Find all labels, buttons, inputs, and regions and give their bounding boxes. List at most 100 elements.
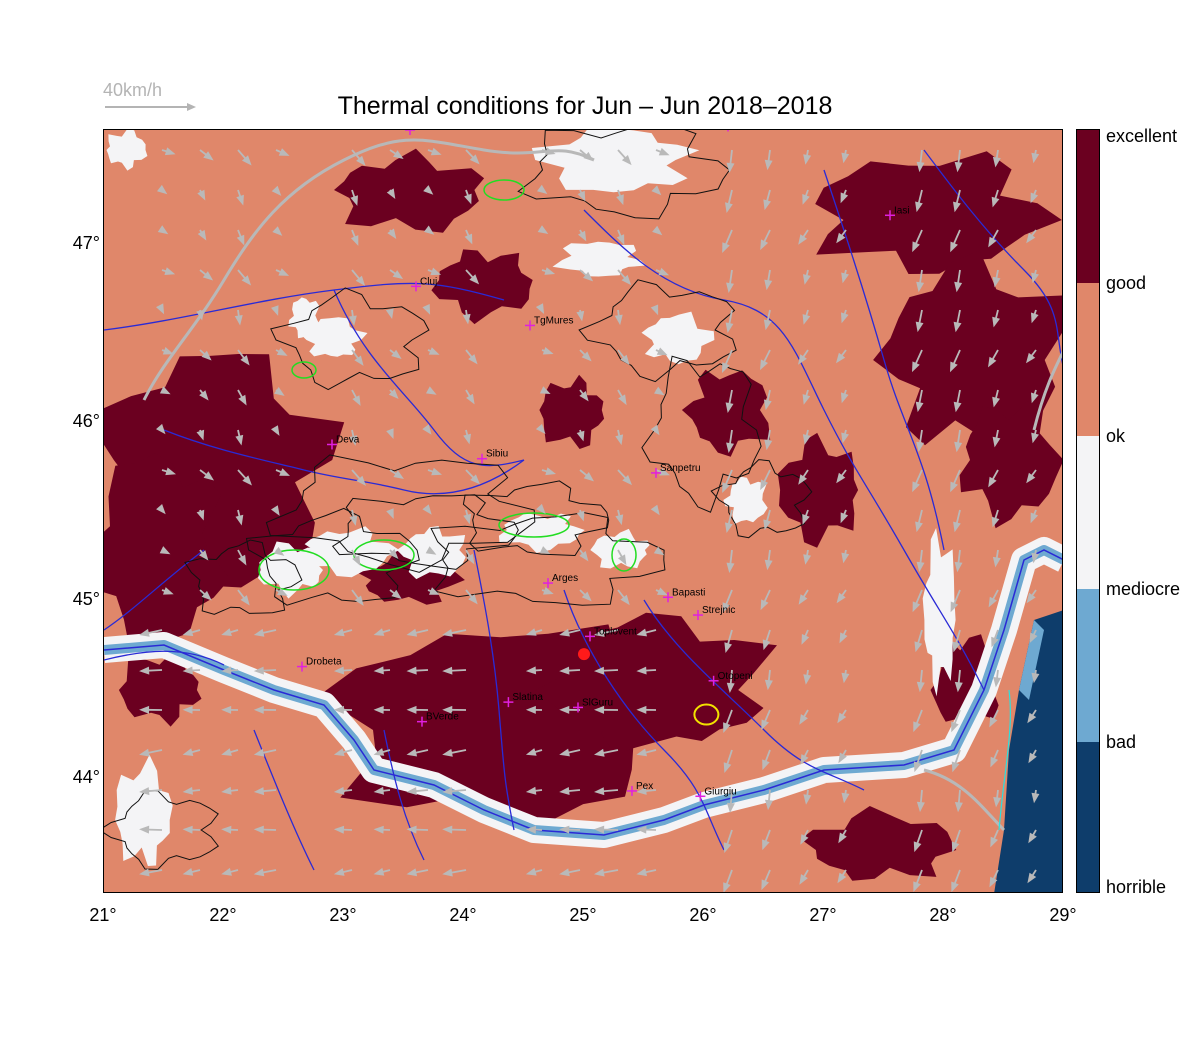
city-label: Pex [636,781,653,792]
wind-arrow-head [406,787,417,795]
wind-arrow-head [525,748,537,756]
y-tick-label: 47° [72,233,100,254]
wind-arrow-head [988,236,997,248]
wind-arrow-head [406,868,418,877]
wind-arrow-head [139,868,150,877]
wind-arrow-head [139,666,150,675]
wind-arrow-head [722,362,730,373]
x-tick-label: 26° [689,905,717,925]
wind-arrow-head [274,387,285,396]
wind-arrow-head [618,554,627,566]
wind-arrow-head [803,154,812,165]
city-label: Bapasti [672,587,705,598]
wind-arrow-head [201,590,212,601]
y-tick-label: 44° [72,766,100,787]
high-terrain-contour [483,179,525,201]
wind-arrow-head [913,881,921,892]
wind-arrow-head [1030,192,1039,204]
wind-arrow-head [236,194,244,206]
wind-arrow-head [912,481,920,493]
wind-arrow-head [954,281,963,293]
contour-line [270,287,430,391]
wind-arrow-head [841,432,849,444]
wind-arrow-head [278,148,290,156]
x-tick-label: 25° [569,905,597,925]
wind-arrow-head [1028,752,1037,764]
wind-arrow-head [990,836,998,848]
wind-arrow-head [1031,792,1040,804]
wind-arrow-head [620,594,630,606]
wind-arrow-head [1026,232,1036,244]
wind-arrow-head [950,241,958,253]
river [823,169,945,551]
wind-arrow-head [760,239,769,251]
wind-arrow-head [764,559,773,571]
wind-arrow-head [539,386,551,394]
excellent-zone-center [539,374,605,449]
city-label: Cluj [420,276,437,287]
wind-arrow-head [429,587,440,595]
wind-arrow-head [159,386,171,395]
wind-arrow-head [559,666,570,675]
wind-arrow-head [725,402,734,413]
ok-zone-north-2 [552,241,647,277]
wind-arrow-head [271,305,279,316]
wind-arrow-head [535,303,545,314]
black-sea-bad-zone [994,610,1062,892]
contour-line [430,512,666,606]
city-marker: Sanpetru [651,463,701,478]
wind-arrow-head [722,482,730,493]
wind-arrow-head [616,194,624,206]
wind-arrow-head [953,401,962,413]
wind-arrow-head [798,594,808,605]
wind-arrow-head [594,868,605,877]
wind-arrow-head [658,267,670,276]
wind-arrow-head [354,355,364,366]
wind-arrow-head [915,521,923,533]
wind-arrow-head [576,430,585,442]
wind-arrow-head [798,234,807,245]
wind-arrow-head [803,554,812,565]
thermal-map[interactable]: SatuMBaiaMSuceavaIasiClujTgMuresDevaSibi… [103,129,1063,893]
wind-arrow-head [462,313,471,325]
wind-arrow-head [425,546,437,555]
wind-arrow-head [836,592,846,604]
wind-arrow-head [406,705,417,714]
excellent-zone-north-east [815,151,1062,274]
wind-arrow-head [253,787,265,796]
legend-segment-good [1077,283,1099,436]
wind-arrow-head [525,867,537,876]
wind-arrow-head [253,748,265,757]
wind-arrow-head [841,672,850,684]
wind-arrow-head [725,202,733,213]
river [104,650,225,666]
wind-arrow-head [952,641,961,653]
wind-arrow-head [594,825,605,834]
wind-arrow-head [162,347,174,355]
wind-arrow-head [333,786,345,795]
wind-arrow-head [1026,472,1036,484]
wind-arrow-head [197,189,206,201]
wind-arrow-head [1026,352,1036,364]
wind-arrow-head [156,504,166,515]
ok-zone-nw-corner [106,130,148,171]
city-marker: Otopeni [708,671,753,686]
wind-arrow-head [726,282,734,293]
wind-arrow-head [468,594,478,605]
wind-arrow-head [837,872,847,884]
river [923,149,1062,364]
map-canvas: SatuMBaiaMSuceavaIasiClujTgMuresDevaSibi… [104,130,1062,892]
wind-arrow-head [841,392,849,404]
wind-arrow-head [913,721,921,733]
wind-arrow-head [764,679,773,691]
wind-arrow-head [581,351,592,362]
wind-arrow-head [273,546,285,556]
city-marker: Arges [543,573,578,589]
wind-arrow-head [594,666,605,675]
wind-arrow-head [803,794,812,805]
wind-arrow-head [349,435,358,446]
wind-arrow-head [1029,632,1038,644]
wind-arrow-head [442,825,453,834]
wind-arrow-head [761,719,769,731]
wind-arrow-head [238,394,247,406]
